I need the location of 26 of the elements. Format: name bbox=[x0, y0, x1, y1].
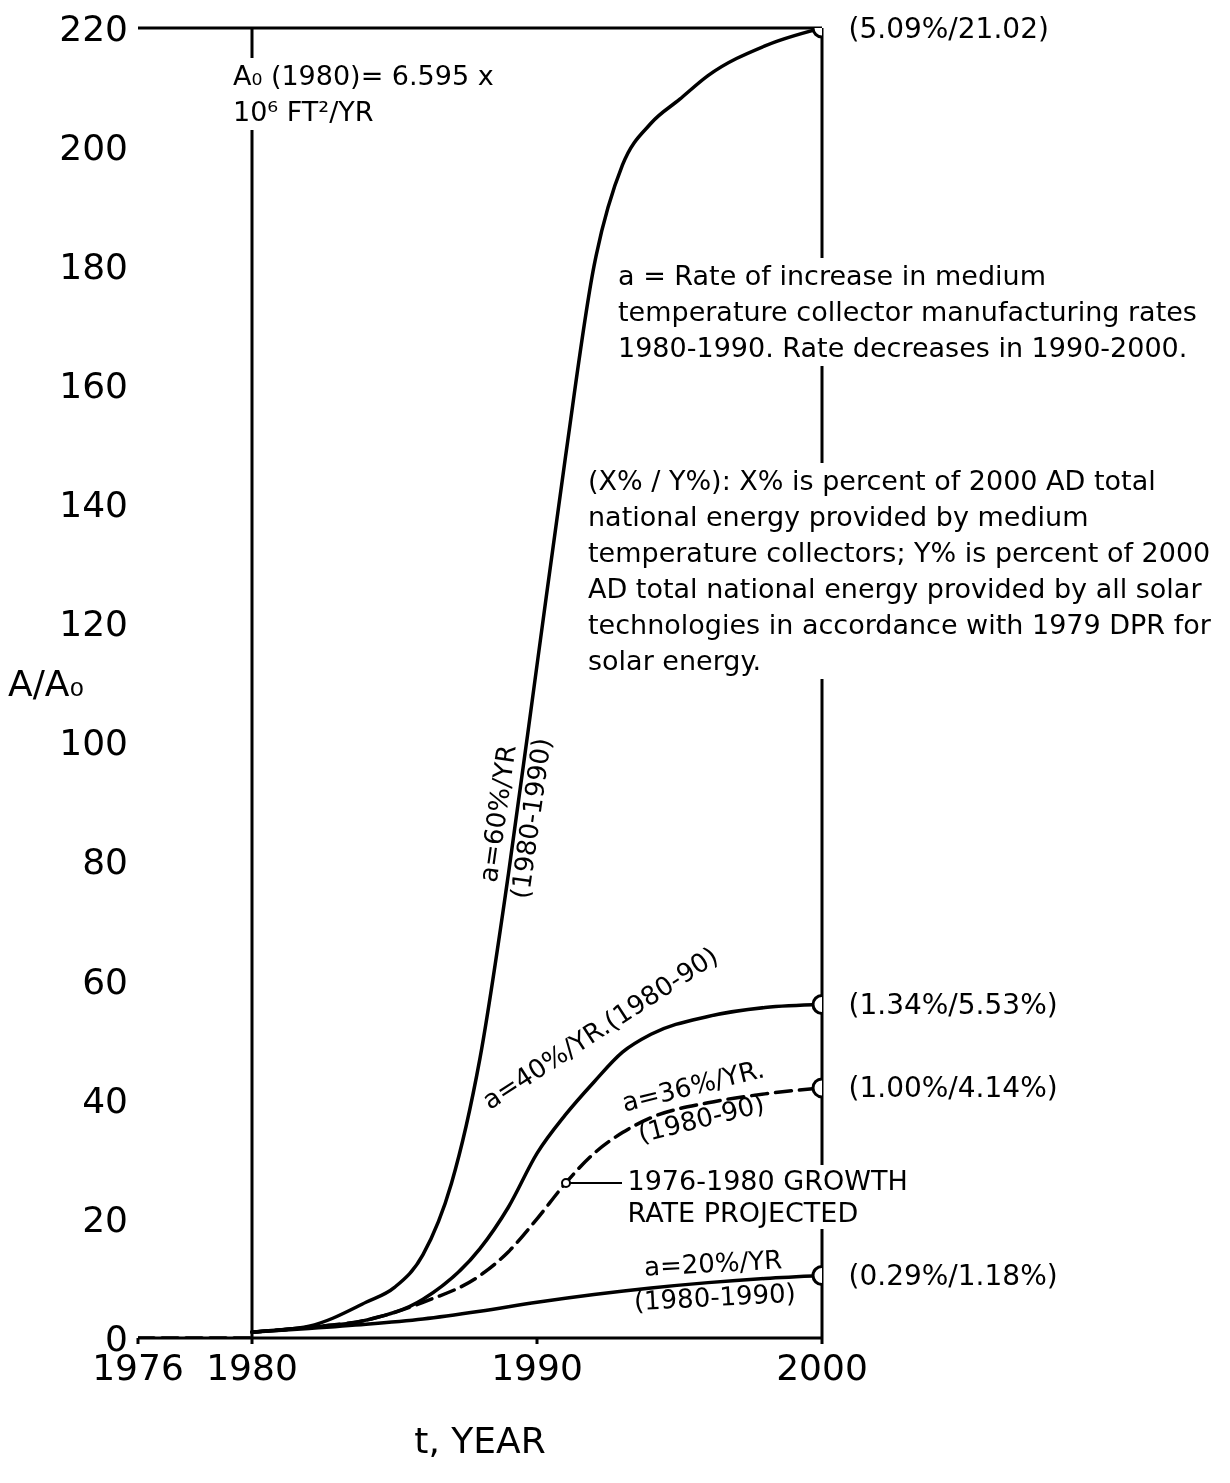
x-axis-title: t, YEAR bbox=[414, 1420, 546, 1461]
annotation: A₀ (1980)= 6.595 x 10⁶ FT²/YR bbox=[233, 58, 533, 130]
y-tick-label: 80 bbox=[82, 841, 128, 883]
annotation: (X% / Y%): X% is percent of 2000 AD total national energy provided by medium temperature collectors; Y% is percent of 2000 AD total national energy provided by all solar technologies in accordance with 1979 DPR for solar energy. bbox=[588, 463, 1213, 679]
y-tick-label: 180 bbox=[59, 245, 128, 287]
y-tick-label: 40 bbox=[82, 1079, 128, 1121]
x-tick-label: 1980 bbox=[206, 1346, 298, 1388]
x-tick-label: 1990 bbox=[491, 1346, 583, 1388]
text: a=60%/YR (1980-1990) bbox=[472, 736, 558, 901]
data-label: (0.29%/1.18%) bbox=[848, 1258, 1058, 1292]
y-tick-label: 100 bbox=[59, 722, 128, 764]
annotation: a = Rate of increase in medium temperature collector manufacturing rates 1980-1990. Rate decreases in 1990-2000. bbox=[618, 258, 1208, 366]
y-tick-label: 120 bbox=[59, 603, 128, 645]
y-axis-title: A/A₀ bbox=[8, 663, 84, 704]
y-tick-label: 200 bbox=[59, 126, 128, 168]
y-tick-label: 20 bbox=[82, 1198, 128, 1240]
y-tick-label: 220 bbox=[59, 7, 128, 49]
data-label: (1.00%/4.14%) bbox=[848, 1071, 1058, 1105]
annotation: 1976-1980 GROWTH RATE PROJECTED bbox=[623, 1165, 958, 1230]
y-tick-label: 160 bbox=[59, 365, 128, 407]
y-tick-label: 140 bbox=[59, 484, 128, 526]
data-label: (1.34%/5.53%) bbox=[848, 988, 1058, 1022]
data-label: (5.09%/21.02) bbox=[848, 11, 1049, 45]
series-label: a=20%/YR (1980-1990) bbox=[632, 1244, 797, 1317]
x-tick-label: 2000 bbox=[776, 1346, 868, 1388]
y-tick-label: 60 bbox=[82, 960, 128, 1002]
